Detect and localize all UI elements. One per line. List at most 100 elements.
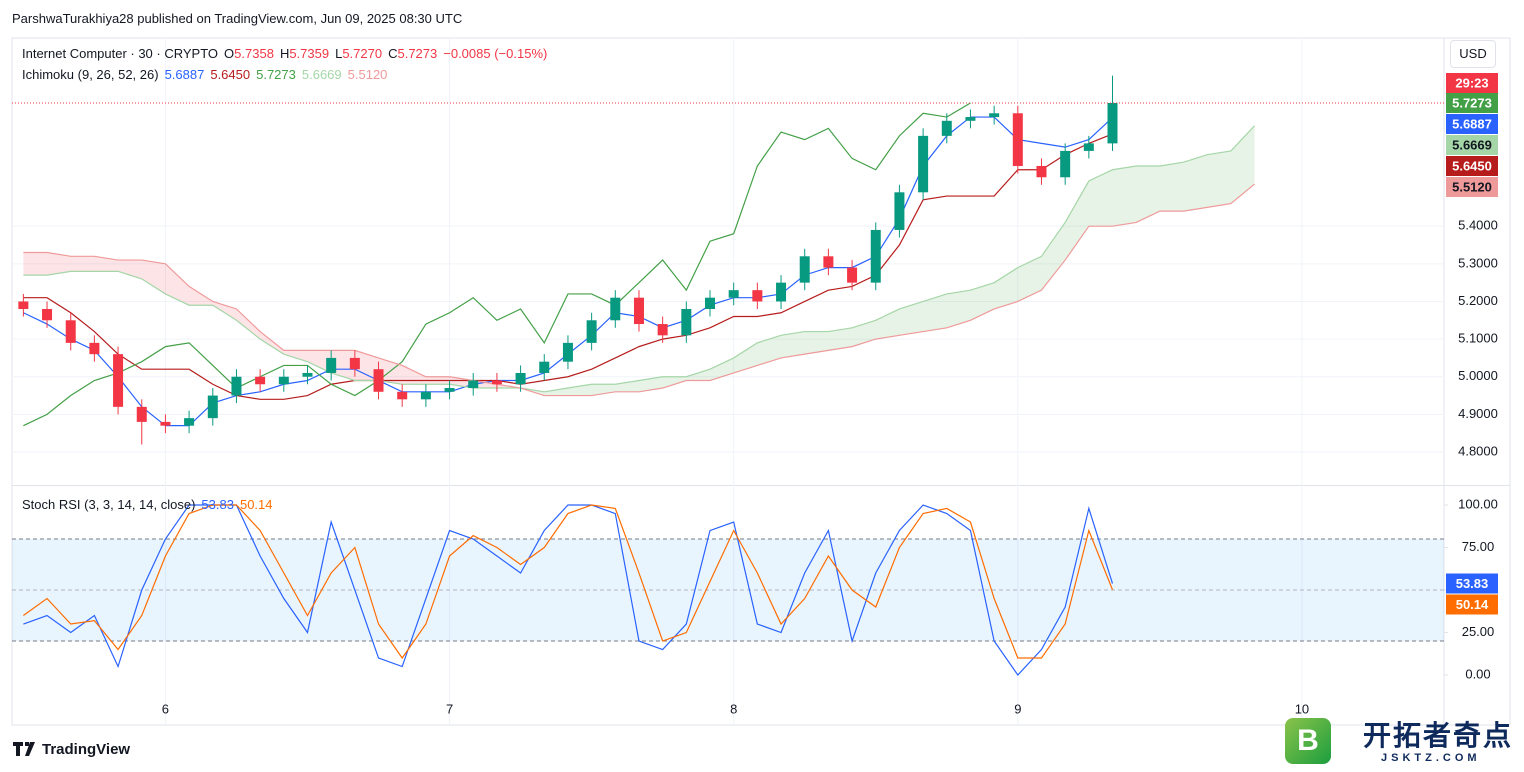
ichimoku-line — [23, 133, 1113, 400]
y-tick-label: 25.00 — [1462, 624, 1495, 639]
cloud — [1112, 165, 1137, 227]
ichimoku-line — [23, 102, 971, 427]
candle-body — [586, 320, 597, 343]
candle-body — [65, 320, 76, 343]
indicator-value: 5.6450 — [210, 67, 251, 82]
stoch-legend: Stoch RSI (3, 3, 14, 14, close) 53.83 50.1… — [22, 497, 279, 512]
candle-body — [231, 376, 242, 396]
cloud — [804, 331, 829, 355]
ichimoku-legend: Ichimoku (9, 26, 52, 26) 5.6887 5.6450 5.72… — [22, 67, 393, 82]
cloud — [1230, 125, 1255, 204]
stoch-title: Stoch RSI (3, 3, 14, 14, close) — [22, 497, 196, 512]
candle-body — [894, 192, 905, 230]
cloud — [236, 308, 261, 340]
candle-body — [136, 406, 147, 422]
indicator-value: 5.6669 — [301, 67, 342, 82]
cloud — [828, 327, 853, 351]
ohlc-value: 5.7359 — [289, 46, 330, 61]
candle-body — [728, 290, 739, 298]
y-tick-label: 4.9000 — [1458, 406, 1498, 421]
candle-body — [420, 391, 431, 400]
cloud — [473, 380, 497, 389]
cloud — [970, 282, 995, 321]
cloud — [544, 388, 568, 396]
stoch-line — [23, 504, 1114, 660]
cloud — [781, 331, 805, 358]
candle-body — [539, 361, 550, 373]
watermark-logo: B — [1285, 718, 1331, 764]
ichimoku-line — [23, 125, 1256, 393]
candle-body — [326, 357, 337, 373]
cloud — [923, 293, 947, 332]
x-tick-label: 9 — [1014, 701, 1021, 716]
candle-body — [1083, 143, 1094, 151]
cloud — [710, 357, 734, 381]
y-tick-label: 5.0000 — [1458, 368, 1498, 383]
ichimoku-line — [23, 183, 1255, 397]
candle-body — [610, 297, 621, 321]
cloud — [662, 376, 687, 389]
candle-body — [113, 354, 124, 407]
candle-body — [491, 380, 502, 385]
cloud — [402, 365, 426, 385]
candle-body — [705, 297, 716, 309]
indicator-value: 5.6887 — [164, 67, 205, 82]
cloud — [757, 335, 782, 366]
price-badge — [1446, 155, 1498, 176]
cloud — [283, 350, 308, 362]
cloud — [1159, 162, 1184, 212]
cloud — [118, 260, 142, 279]
candle-body — [633, 297, 644, 325]
indicator-value: 5.7273 — [256, 67, 296, 82]
ohlc-value: 5.7358 — [234, 46, 274, 61]
cloud — [1183, 154, 1208, 212]
cloud — [260, 331, 284, 355]
price-badge-label: 5.6669 — [1452, 137, 1492, 152]
cloud — [733, 342, 758, 373]
watermark-name: 开拓者奇点 — [1363, 720, 1514, 751]
price-badge — [1446, 594, 1498, 615]
price-badge-label: 53.83 — [1456, 576, 1489, 591]
price-badge-label: 5.6887 — [1452, 116, 1492, 131]
x-tick-label: 10 — [1295, 701, 1309, 716]
cloud — [567, 384, 592, 396]
price-legend: Internet Computer · 30 · CRYPTO O 5.7358 H 5… — [22, 46, 553, 61]
candle-body — [823, 256, 834, 268]
candle-body — [373, 369, 384, 392]
ohlc-label: H — [279, 46, 290, 61]
publish-info: ParshwaTurakhiya28 published on TradingV… — [12, 11, 463, 26]
price-change: −0.0085 (−0.15%) — [443, 46, 548, 61]
y-tick-label: 5.2000 — [1458, 293, 1498, 308]
ohlc-label: C — [388, 46, 398, 61]
price-badge — [1446, 92, 1498, 113]
cloud — [899, 301, 924, 336]
cloud — [354, 350, 379, 381]
cloud — [686, 369, 711, 381]
price-badge-label: 5.5120 — [1452, 179, 1492, 194]
y-tick-label: 4.8000 — [1458, 443, 1498, 458]
y-tick-label: 5.3000 — [1458, 255, 1498, 270]
cloud — [189, 286, 213, 306]
ohlc-value: 5.7273 — [397, 46, 438, 61]
cloud — [331, 350, 355, 381]
chart-title: Internet Computer · 30 · CRYPTO — [22, 46, 219, 61]
candle-body — [255, 376, 266, 385]
watermark-site: JSKTZ.COM — [1381, 752, 1481, 764]
candle-body — [752, 290, 763, 302]
price-badge — [1446, 72, 1498, 93]
cloud — [212, 301, 237, 321]
y-tick-label: 100.00 — [1458, 496, 1498, 511]
y-tick-label: 5.4000 — [1458, 218, 1498, 233]
currency-button[interactable]: USD — [1450, 40, 1496, 68]
candle-body — [42, 308, 53, 321]
x-tick-label: 7 — [446, 701, 453, 716]
price-badge — [1446, 113, 1498, 134]
ohlc-label: O — [224, 46, 235, 61]
price-badge-label: 50.14 — [1456, 597, 1489, 612]
candle-body — [18, 301, 29, 309]
indicator-title: Ichimoku (9, 26, 52, 26) — [22, 67, 159, 82]
candle-body — [989, 113, 1000, 118]
ohlc-value: 5.7270 — [342, 46, 383, 61]
candle-body — [207, 395, 218, 419]
